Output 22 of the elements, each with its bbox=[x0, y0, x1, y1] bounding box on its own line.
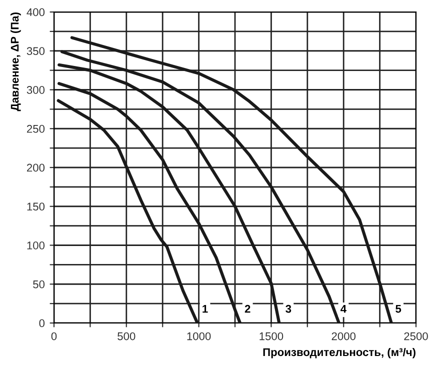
y-tick-label: 150 bbox=[27, 202, 45, 211]
x-tick-label: 1000 bbox=[187, 332, 211, 340]
y-tick-label: 250 bbox=[26, 124, 45, 133]
y-tick-label: 200 bbox=[26, 164, 45, 172]
annotation: 3 bbox=[286, 304, 292, 313]
y-tick-label: 0 bbox=[39, 319, 45, 328]
y-tick-label: 100 bbox=[27, 242, 45, 250]
annotation: 5 bbox=[396, 305, 402, 313]
x-tick-label: 500 bbox=[118, 332, 136, 340]
annotation: 4 bbox=[340, 305, 346, 313]
x-tick-label: 2000 bbox=[332, 332, 356, 340]
annotation: 1 bbox=[202, 305, 208, 313]
x-tick-label: 2500 bbox=[404, 332, 428, 340]
x-tick-label: 0 bbox=[51, 332, 57, 340]
y-axis-title: Давление, ΔP (Па) bbox=[10, 12, 21, 112]
y-tick-label: 50 bbox=[33, 280, 45, 288]
y-tick-label: 400 bbox=[26, 8, 45, 16]
y-tick-label: 300 bbox=[26, 86, 45, 94]
y-tick-label: 350 bbox=[26, 47, 45, 56]
annotation: 2 bbox=[244, 304, 250, 313]
x-tick-label: 1500 bbox=[260, 332, 284, 340]
x-axis-title: Производительность, (м³/ч) bbox=[263, 348, 416, 358]
